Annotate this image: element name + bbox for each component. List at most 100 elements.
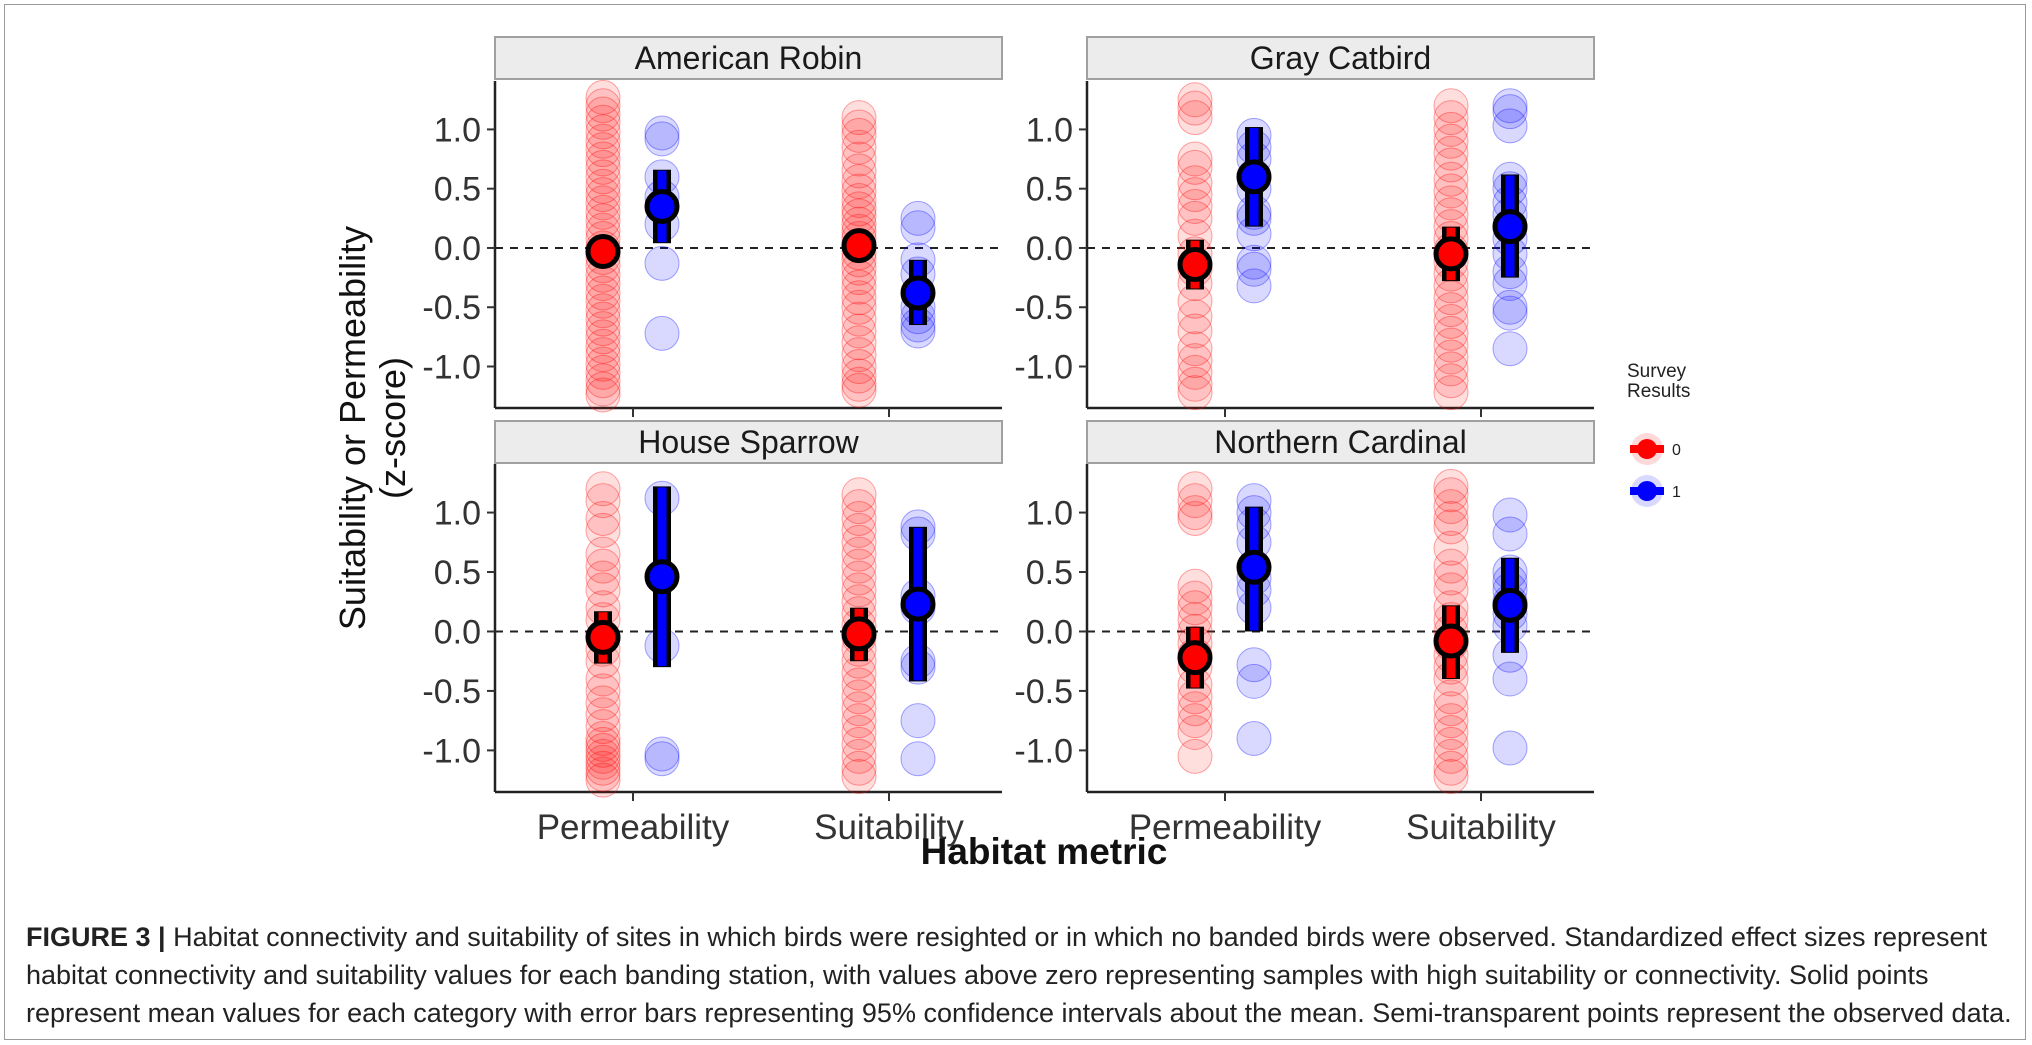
observation-point bbox=[585, 536, 621, 572]
y-tick-label: 0.5 bbox=[434, 171, 481, 209]
observation-point bbox=[841, 289, 877, 325]
observation-point bbox=[1236, 647, 1272, 683]
mean-point bbox=[644, 559, 680, 595]
y-axis-title-line: (z-score) bbox=[372, 357, 413, 499]
caption-text: Habitat connectivity and suitability of … bbox=[26, 922, 2012, 1028]
observation-point bbox=[1433, 315, 1469, 351]
observation-point bbox=[644, 121, 680, 157]
y-tick-label: -0.5 bbox=[1014, 673, 1073, 711]
observation-point bbox=[585, 337, 621, 373]
figure-frame bbox=[4, 4, 2026, 1040]
observation-point bbox=[1177, 483, 1213, 519]
facet-panel: American Robin 1.0 0.5 0.0 -0.5 -1.0 bbox=[422, 36, 1003, 417]
x-tick-label: Permeability bbox=[537, 808, 730, 847]
observation-point bbox=[585, 371, 621, 407]
observation-point bbox=[1177, 299, 1213, 335]
mean-point bbox=[644, 188, 680, 224]
observation-point bbox=[841, 679, 877, 715]
observation-point bbox=[1433, 691, 1469, 727]
figure-caption: FIGURE 3 | Habitat connectivity and suit… bbox=[26, 918, 2016, 1032]
legend-title: Survey bbox=[1627, 361, 1687, 382]
y-tick-label: 0.0 bbox=[434, 230, 481, 268]
facet-title: American Robin bbox=[635, 40, 863, 76]
observation-point bbox=[841, 269, 877, 305]
y-tick-label: 0.0 bbox=[1026, 613, 1073, 651]
observation-point bbox=[585, 149, 621, 185]
mean-point bbox=[1177, 247, 1213, 283]
observation-point bbox=[841, 524, 877, 560]
observation-point bbox=[1433, 339, 1469, 375]
observation-point bbox=[841, 183, 877, 219]
observation-point bbox=[900, 741, 936, 777]
observation-point bbox=[841, 141, 877, 177]
observation-point bbox=[841, 512, 877, 548]
observation-point bbox=[1492, 94, 1528, 130]
observation-point bbox=[841, 280, 877, 316]
observation-point bbox=[1433, 530, 1469, 566]
observation-point bbox=[1433, 292, 1469, 328]
figure-label: FIGURE 3 | bbox=[26, 922, 166, 952]
observation-point bbox=[1433, 679, 1469, 715]
observation-point bbox=[900, 703, 936, 739]
observation-point bbox=[1492, 88, 1528, 124]
observation-point bbox=[900, 210, 936, 246]
observation-point bbox=[585, 572, 621, 608]
observation-point bbox=[1492, 331, 1528, 367]
y-tick-label: -0.5 bbox=[1014, 289, 1073, 327]
legend-key-point bbox=[1637, 439, 1657, 459]
observation-point bbox=[585, 185, 621, 221]
mean-point bbox=[585, 619, 621, 655]
observation-point bbox=[841, 337, 877, 373]
observation-point bbox=[1177, 200, 1213, 236]
facet-panel: House Sparrow 1.0 0.5 0.0 -0.5 -1.0 Permeabili… bbox=[422, 420, 1003, 847]
observation-point bbox=[841, 301, 877, 337]
observation-point bbox=[1492, 516, 1528, 552]
observation-point bbox=[585, 104, 621, 140]
facet-title: House Sparrow bbox=[638, 424, 859, 460]
observation-point bbox=[585, 123, 621, 159]
observation-point bbox=[644, 741, 680, 777]
observation-point bbox=[1433, 726, 1469, 762]
observation-point bbox=[1492, 730, 1528, 766]
observation-point bbox=[841, 129, 877, 165]
observation-point bbox=[841, 100, 877, 136]
mean-point bbox=[1492, 587, 1528, 623]
observation-point bbox=[1177, 375, 1213, 411]
observation-point bbox=[585, 377, 621, 413]
y-tick-label: 0.5 bbox=[434, 554, 481, 592]
observation-point bbox=[1433, 173, 1469, 209]
observation-point bbox=[1177, 165, 1213, 201]
observation-point bbox=[1433, 548, 1469, 584]
observation-point bbox=[1177, 738, 1213, 774]
observation-point bbox=[1492, 661, 1528, 697]
observation-point bbox=[1177, 580, 1213, 616]
observation-point bbox=[1177, 343, 1213, 379]
observation-point bbox=[644, 245, 680, 281]
observation-point bbox=[585, 132, 621, 168]
observation-point bbox=[841, 536, 877, 572]
mean-point bbox=[1177, 640, 1213, 676]
observation-point bbox=[841, 501, 877, 537]
observation-point bbox=[841, 349, 877, 385]
y-tick-label: 0.0 bbox=[434, 613, 481, 651]
observation-point bbox=[1433, 509, 1469, 545]
observation-point bbox=[841, 560, 877, 596]
facet-strip bbox=[1086, 420, 1595, 464]
observation-point bbox=[1177, 471, 1213, 507]
observation-point bbox=[1433, 468, 1469, 504]
observation-point bbox=[841, 667, 877, 703]
observation-point bbox=[1236, 720, 1272, 756]
observation-point bbox=[1492, 108, 1528, 144]
observation-point bbox=[585, 726, 621, 762]
observation-point bbox=[1433, 477, 1469, 513]
observation-point bbox=[841, 489, 877, 525]
observation-point bbox=[1433, 560, 1469, 596]
observation-point bbox=[585, 738, 621, 774]
observation-point bbox=[585, 483, 621, 519]
observation-point bbox=[585, 762, 621, 798]
legend-key-point bbox=[1637, 481, 1657, 501]
observation-point bbox=[585, 732, 621, 768]
observation-point bbox=[841, 366, 877, 402]
observation-point bbox=[585, 512, 621, 548]
observation-point bbox=[585, 79, 621, 115]
